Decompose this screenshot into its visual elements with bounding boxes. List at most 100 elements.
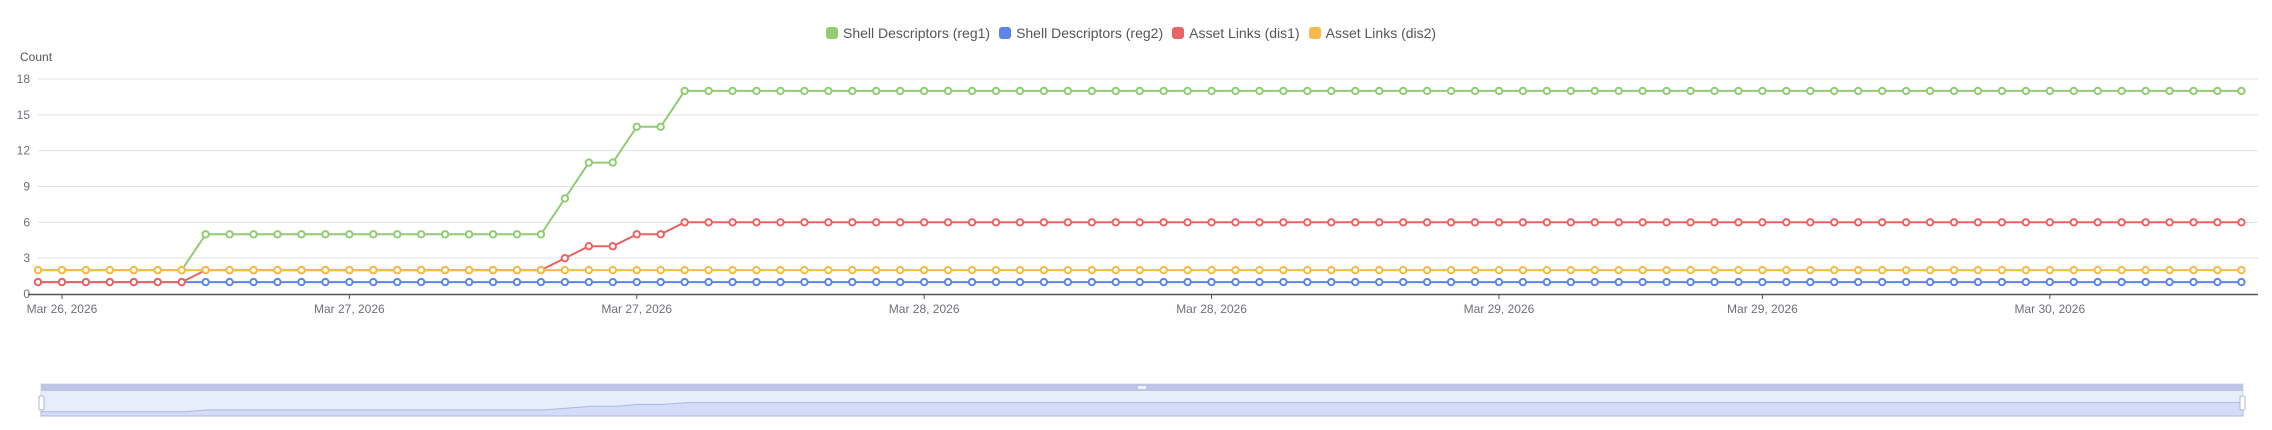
data-point[interactable] <box>1135 218 1144 227</box>
data-point[interactable] <box>1446 218 1456 227</box>
data-point[interactable] <box>1542 265 1552 275</box>
data-point[interactable] <box>1782 86 1791 96</box>
data-point[interactable] <box>1949 277 1959 287</box>
data-point[interactable] <box>1854 277 1863 287</box>
data-point[interactable] <box>1949 265 1959 275</box>
data-point[interactable] <box>1135 265 1144 275</box>
data-point[interactable] <box>81 265 91 275</box>
data-point[interactable] <box>776 86 785 96</box>
data-point[interactable] <box>776 218 785 227</box>
data-point[interactable] <box>991 265 1001 275</box>
data-point[interactable] <box>1375 86 1384 96</box>
data-point[interactable] <box>1207 277 1216 287</box>
data-point[interactable] <box>752 277 761 287</box>
data-point[interactable] <box>1710 277 1719 287</box>
data-point[interactable] <box>1686 86 1695 96</box>
data-point[interactable] <box>1279 86 1288 96</box>
data-point[interactable] <box>1614 277 1623 287</box>
data-point[interactable] <box>704 277 713 287</box>
data-point[interactable] <box>728 218 737 227</box>
data-point[interactable] <box>1303 218 1312 227</box>
data-point[interactable] <box>896 265 905 275</box>
data-point[interactable] <box>1015 265 1025 275</box>
data-point[interactable] <box>943 265 953 275</box>
data-point[interactable] <box>1877 86 1887 96</box>
data-point[interactable] <box>1566 277 1576 287</box>
data-point[interactable] <box>1087 265 1097 275</box>
data-point[interactable] <box>2069 277 2078 287</box>
data-point[interactable] <box>1997 265 2007 275</box>
data-point[interactable] <box>1758 265 1767 275</box>
data-point[interactable] <box>2093 86 2102 96</box>
data-point[interactable] <box>776 277 785 287</box>
data-point[interactable] <box>369 230 378 239</box>
data-point[interactable] <box>1710 86 1719 96</box>
data-point[interactable] <box>1470 265 1480 275</box>
data-point[interactable] <box>2213 86 2222 96</box>
data-point[interactable] <box>321 265 330 275</box>
data-point[interactable] <box>967 277 977 287</box>
data-point[interactable] <box>1303 277 1312 287</box>
data-point[interactable] <box>1159 218 1168 227</box>
data-point[interactable] <box>967 86 977 96</box>
data-point[interactable] <box>2117 86 2126 96</box>
data-point[interactable] <box>2165 218 2174 227</box>
data-point[interactable] <box>1734 218 1743 227</box>
data-point[interactable] <box>2117 265 2126 275</box>
data-point[interactable] <box>656 277 665 287</box>
data-point[interactable] <box>1375 277 1384 287</box>
data-point[interactable] <box>2189 265 2198 275</box>
data-point[interactable] <box>1925 218 1935 227</box>
data-point[interactable] <box>1135 86 1144 96</box>
data-point[interactable] <box>57 265 67 275</box>
data-point[interactable] <box>297 277 306 287</box>
data-point[interactable] <box>943 86 953 96</box>
data-point[interactable] <box>1973 277 1983 287</box>
data-point[interactable] <box>1159 86 1168 96</box>
data-point[interactable] <box>2021 86 2031 96</box>
data-point[interactable] <box>1638 218 1647 227</box>
data-point[interactable] <box>991 277 1001 287</box>
data-point[interactable] <box>1686 277 1695 287</box>
data-point[interactable] <box>1925 277 1935 287</box>
data-point[interactable] <box>297 265 306 275</box>
data-point[interactable] <box>297 230 306 239</box>
data-point[interactable] <box>1327 218 1336 227</box>
data-point[interactable] <box>752 86 761 96</box>
data-point[interactable] <box>1877 277 1887 287</box>
data-point[interactable] <box>632 230 641 239</box>
data-point[interactable] <box>1063 218 1073 227</box>
data-zoom-slider[interactable] <box>38 383 2246 417</box>
data-point[interactable] <box>440 230 450 239</box>
data-point[interactable] <box>1901 277 1911 287</box>
data-point[interactable] <box>1255 277 1264 287</box>
data-point[interactable] <box>584 158 594 167</box>
data-point[interactable] <box>1231 265 1240 275</box>
data-point[interactable] <box>584 277 594 287</box>
data-point[interactable] <box>728 277 737 287</box>
data-point[interactable] <box>464 277 474 287</box>
data-point[interactable] <box>225 277 234 287</box>
zoom-grip-icon[interactable] <box>1138 386 1146 389</box>
data-point[interactable] <box>584 242 594 251</box>
data-point[interactable] <box>2165 277 2174 287</box>
data-point[interactable] <box>1877 265 1887 275</box>
data-point[interactable] <box>680 265 689 275</box>
data-point[interactable] <box>273 265 282 275</box>
data-point[interactable] <box>345 230 354 239</box>
data-point[interactable] <box>1662 265 1671 275</box>
data-point[interactable] <box>536 277 546 287</box>
data-point[interactable] <box>1518 86 1528 96</box>
data-point[interactable] <box>1255 218 1264 227</box>
data-point[interactable] <box>536 230 546 239</box>
data-point[interactable] <box>680 86 689 96</box>
data-point[interactable] <box>1830 265 1839 275</box>
data-point[interactable] <box>1063 277 1073 287</box>
data-point[interactable] <box>656 122 665 131</box>
data-point[interactable] <box>584 265 594 275</box>
data-point[interactable] <box>1686 218 1695 227</box>
data-point[interactable] <box>896 86 905 96</box>
data-point[interactable] <box>919 265 929 275</box>
data-point[interactable] <box>1806 218 1815 227</box>
data-point[interactable] <box>81 277 91 287</box>
